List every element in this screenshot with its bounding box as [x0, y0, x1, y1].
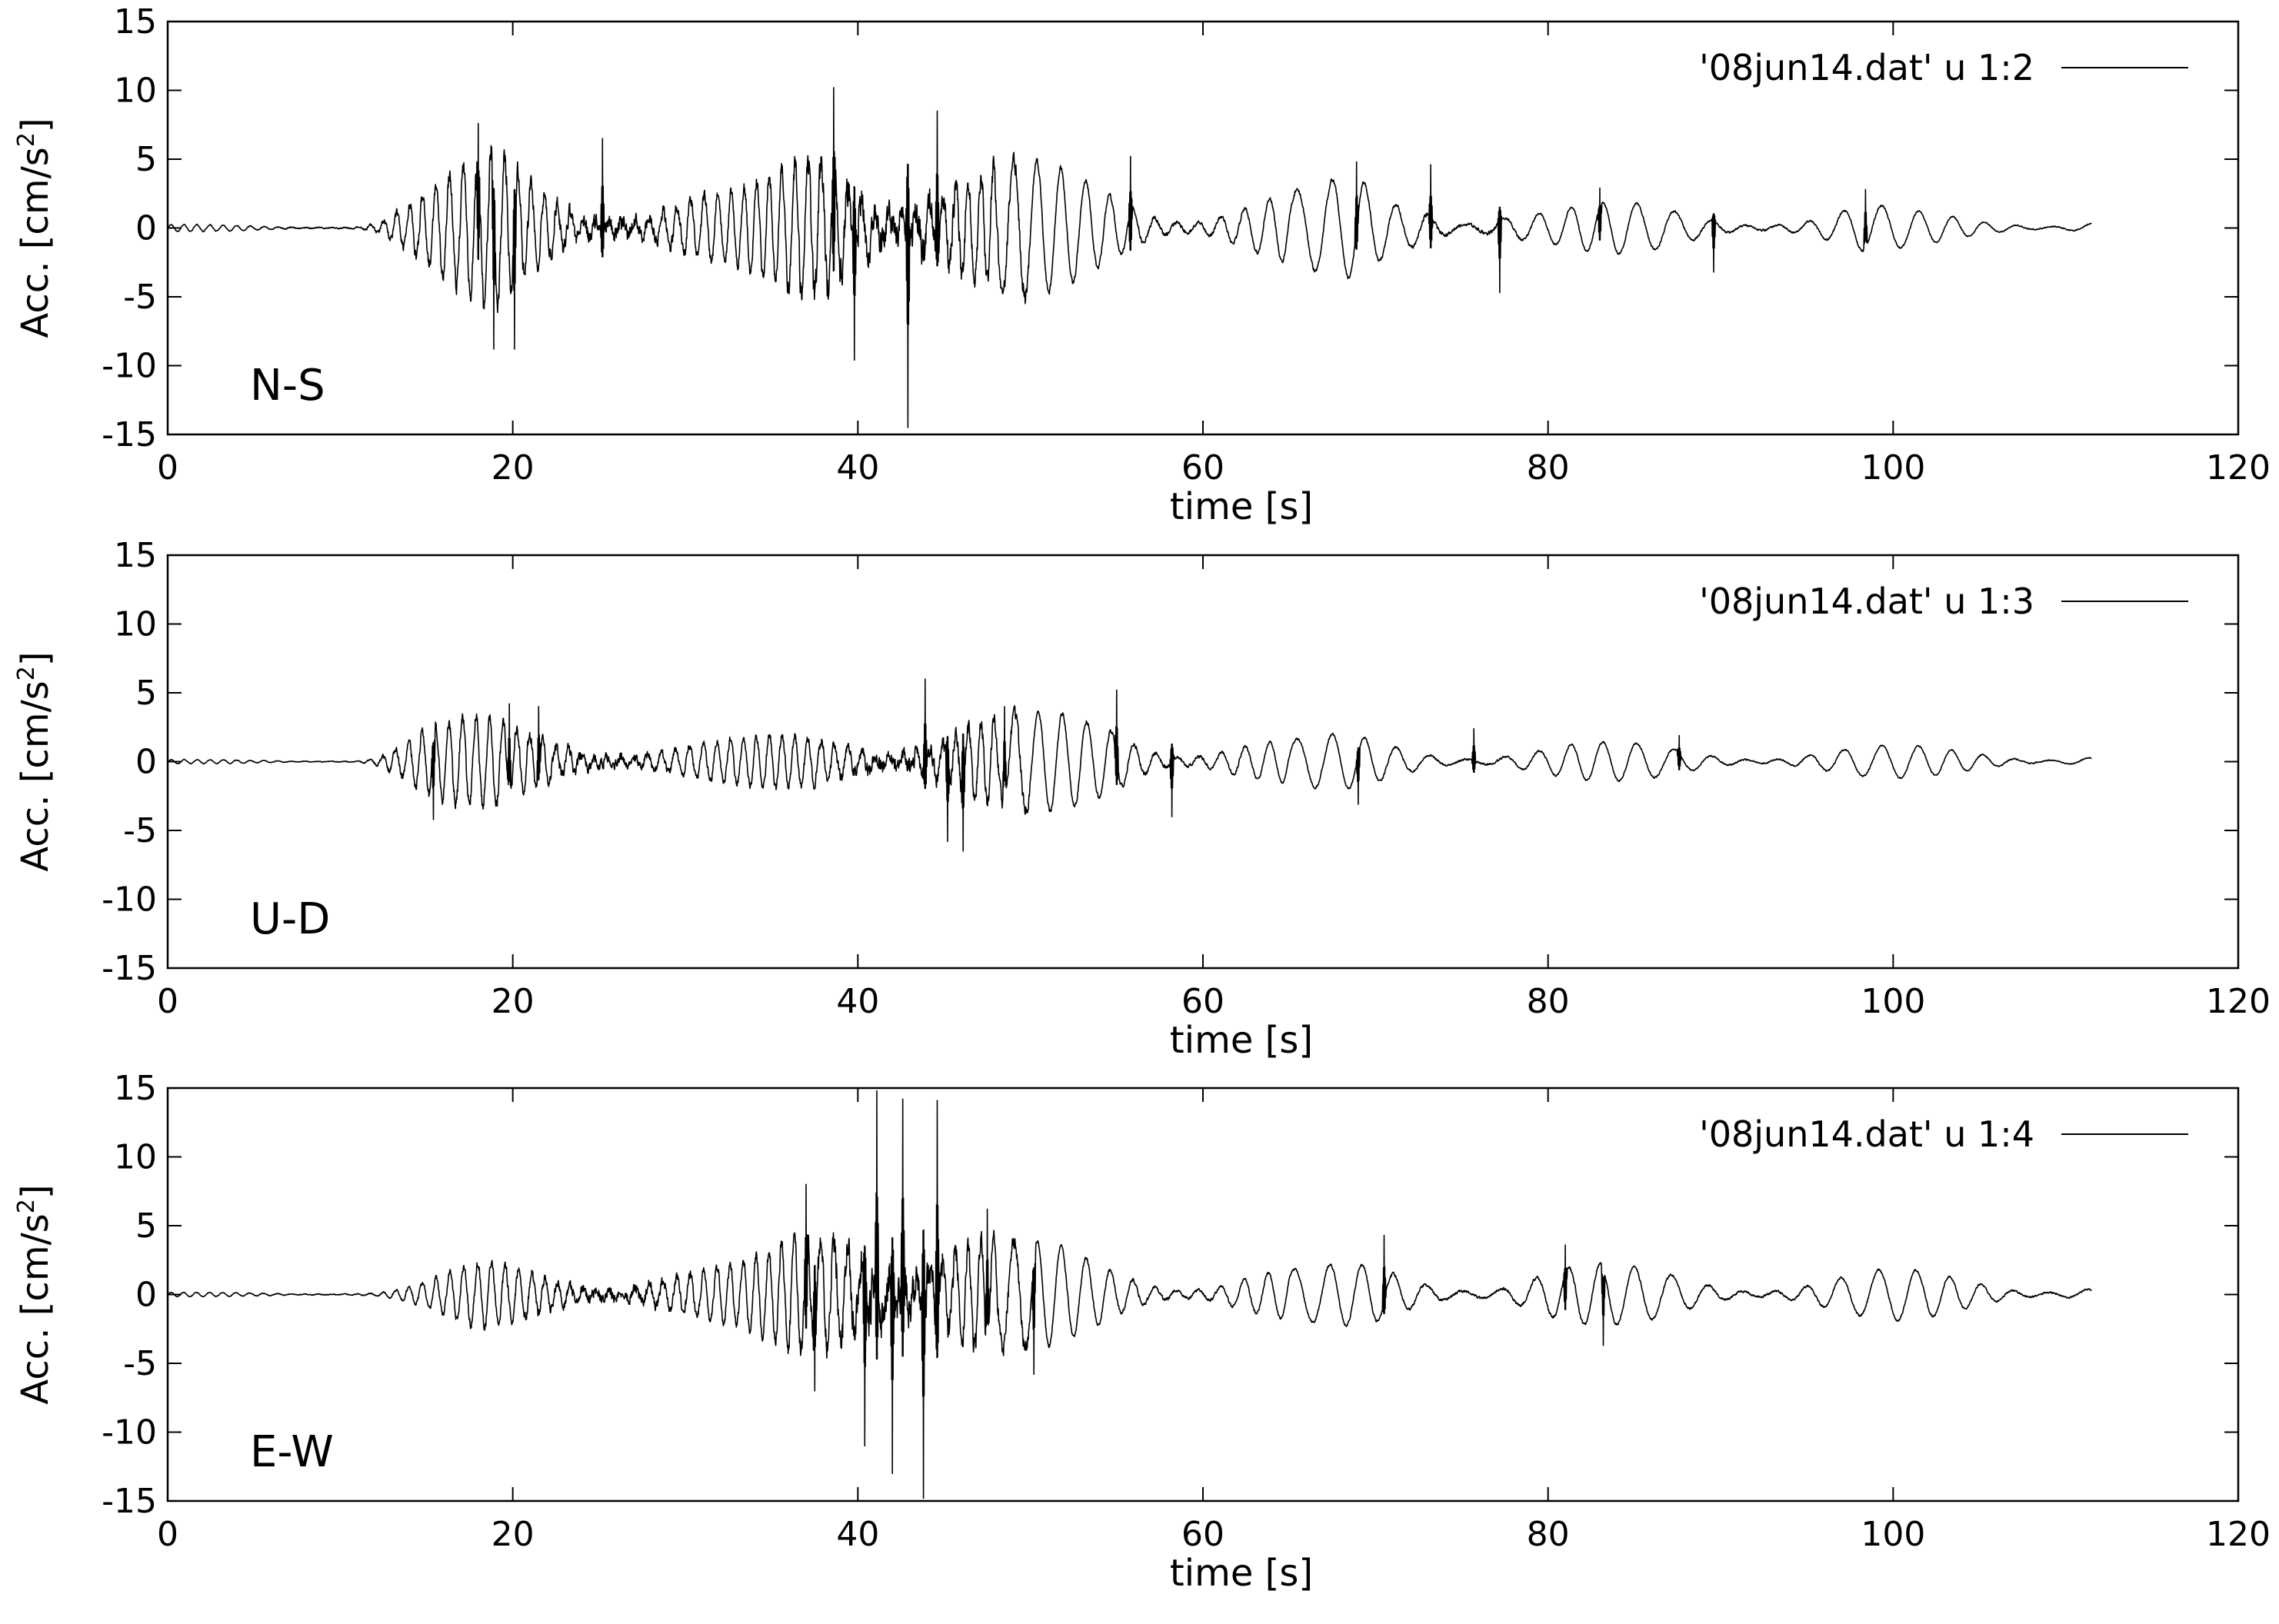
y-axis-title-superscript: 2: [13, 132, 40, 147]
y-axis-title: Acc. [cm/s2]: [13, 651, 57, 871]
y-tick-label: -15: [102, 949, 157, 988]
y-tick-label: 10: [114, 605, 157, 644]
x-tick-label: 20: [491, 1515, 535, 1554]
y-tick-label: 0: [135, 1276, 157, 1315]
y-tick-label: 5: [135, 140, 157, 179]
y-tick-label: 5: [135, 674, 157, 713]
x-tick-label: 80: [1527, 982, 1570, 1021]
y-tick-label: -5: [123, 1344, 157, 1383]
legend-label: '08jun14.dat' u 1:2: [1699, 47, 2034, 88]
y-tick-label: -5: [123, 811, 157, 850]
y-tick-label: 15: [114, 1069, 157, 1108]
x-tick-label: 40: [836, 1515, 879, 1554]
y-tick-label: -15: [102, 415, 157, 454]
component-label: E-W: [250, 1427, 334, 1477]
component-label: N-S: [250, 361, 325, 411]
waveform-line-e-w: [167, 1090, 2092, 1499]
y-axis-title-main: Acc. [cm/s: [14, 147, 57, 338]
x-tick-label: 0: [157, 982, 178, 1021]
waveform-line-n-s: [167, 87, 2092, 428]
x-tick-label: 80: [1527, 448, 1570, 488]
y-axis-title-close: ]: [14, 118, 57, 132]
x-tick-label: 120: [2206, 448, 2271, 488]
y-tick-label: 15: [114, 536, 157, 575]
x-tick-label: 100: [1861, 1515, 1925, 1554]
y-axis-title-superscript: 2: [13, 666, 40, 681]
x-tick-label: 0: [157, 448, 178, 488]
y-tick-label: 10: [114, 72, 157, 111]
x-tick-label: 20: [491, 982, 535, 1021]
y-tick-label: 15: [114, 2, 157, 42]
x-tick-label: 40: [836, 448, 879, 488]
x-tick-label: 80: [1527, 1515, 1570, 1554]
y-tick-label: -15: [102, 1482, 157, 1521]
waveform-line-u-d: [167, 678, 2092, 852]
y-axis-title-superscript: 2: [13, 1199, 40, 1213]
y-axis-title: Acc. [cm/s2]: [13, 118, 57, 338]
x-tick-label: 120: [2206, 1515, 2271, 1554]
y-tick-label: 0: [135, 743, 157, 782]
x-axis-title: time [s]: [1170, 1552, 1313, 1595]
x-tick-label: 100: [1861, 448, 1925, 488]
x-tick-label: 60: [1181, 448, 1224, 488]
y-tick-label: -10: [102, 880, 157, 920]
x-tick-label: 20: [491, 448, 535, 488]
y-axis-title-main: Acc. [cm/s: [14, 681, 57, 871]
component-label: U-D: [250, 894, 330, 944]
legend-label: '08jun14.dat' u 1:3: [1699, 581, 2034, 622]
y-axis-title-close: ]: [14, 651, 57, 666]
x-tick-label: 40: [836, 982, 879, 1021]
x-tick-label: 100: [1861, 982, 1925, 1021]
legend-label: '08jun14.dat' u 1:4: [1699, 1113, 2034, 1155]
y-axis-title-main: Acc. [cm/s: [14, 1213, 57, 1404]
x-tick-label: 120: [2206, 982, 2271, 1021]
y-axis-title-close: ]: [14, 1184, 57, 1199]
y-tick-label: -5: [123, 278, 157, 317]
y-tick-label: 0: [135, 209, 157, 248]
y-tick-label: -10: [102, 1413, 157, 1453]
x-tick-label: 0: [157, 1515, 178, 1554]
y-tick-label: 5: [135, 1206, 157, 1246]
x-tick-label: 60: [1181, 1515, 1224, 1554]
x-tick-label: 60: [1181, 982, 1224, 1021]
y-tick-label: 10: [114, 1138, 157, 1177]
y-axis-title: Acc. [cm/s2]: [13, 1184, 57, 1404]
x-axis-title: time [s]: [1170, 1019, 1313, 1062]
y-tick-label: -10: [102, 347, 157, 386]
x-axis-title: time [s]: [1170, 485, 1313, 528]
